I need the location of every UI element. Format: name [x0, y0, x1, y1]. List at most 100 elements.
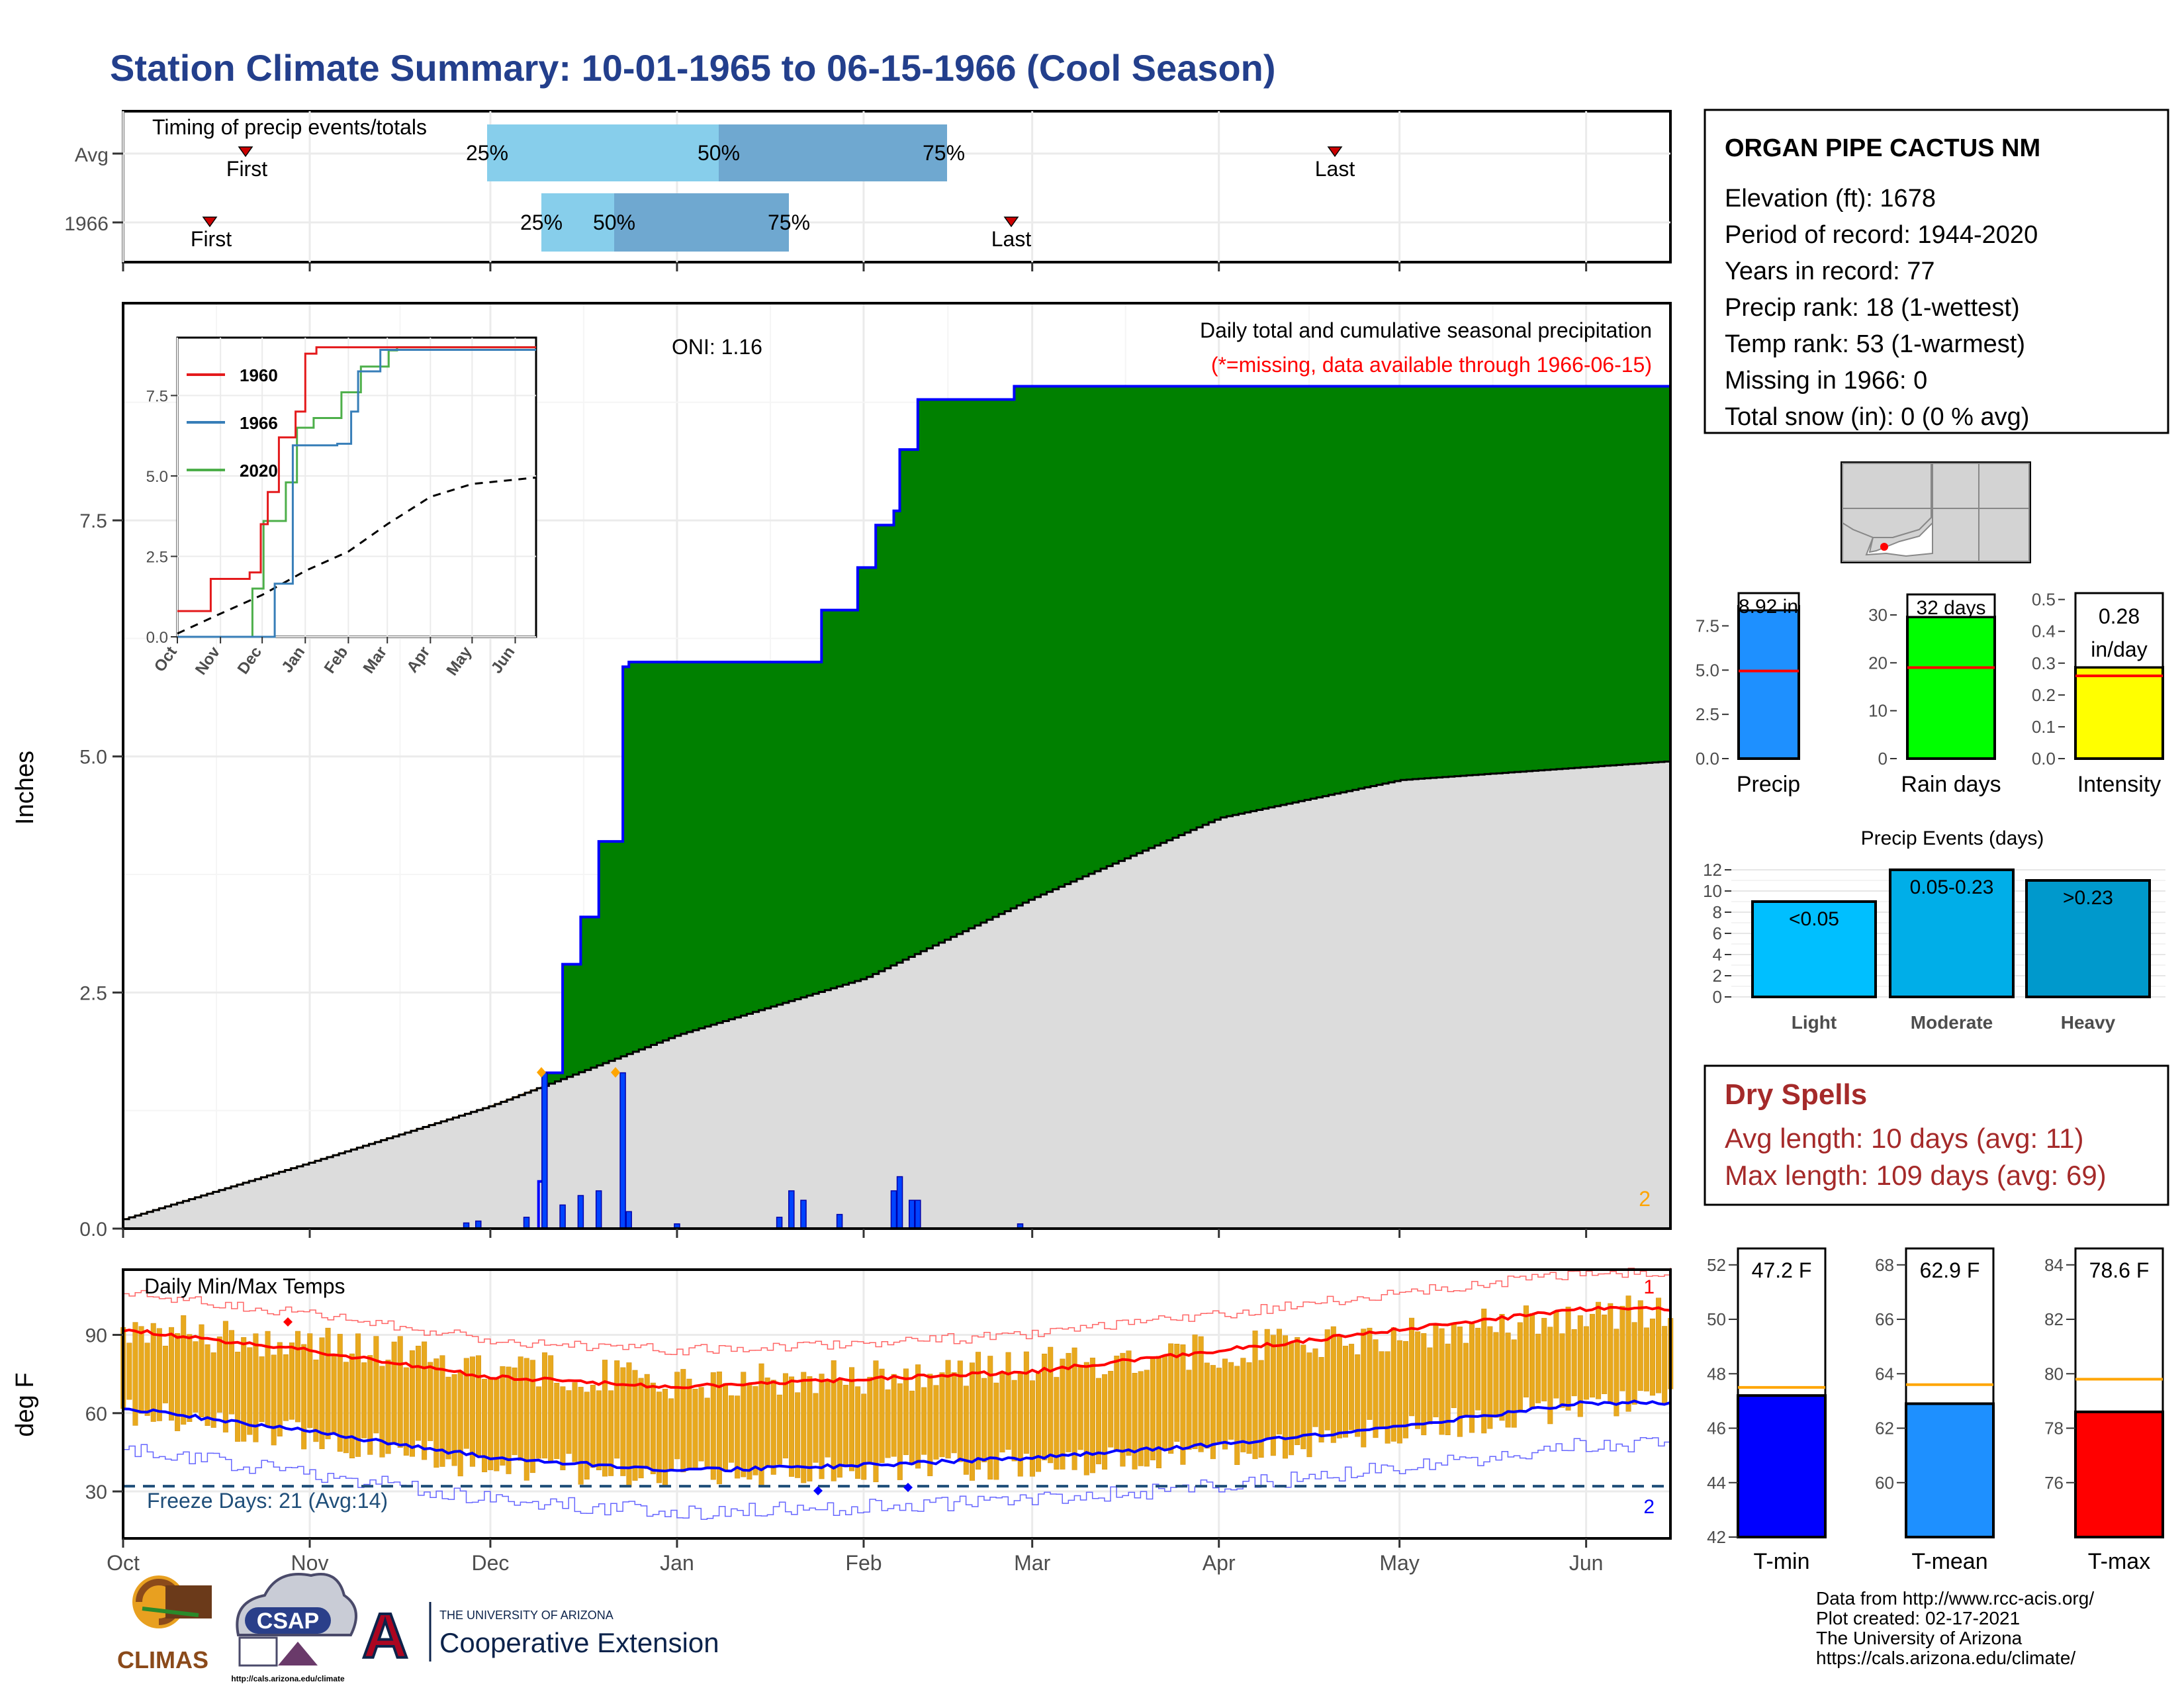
- temp-range-bar: [1427, 1347, 1433, 1425]
- footer-logos: CLIMAS CSAP http://cals.arizona.edu/clim…: [117, 1573, 2094, 1683]
- temp-range-bar: [1336, 1336, 1342, 1438]
- temp-count-top: 1: [1643, 1276, 1655, 1298]
- temp-range-bar: [638, 1378, 644, 1479]
- missing-note: (*=missing, data available through 1966-…: [1211, 353, 1652, 377]
- avg-p25-label: 25%: [466, 141, 508, 165]
- temp-ytick-label: 60: [85, 1403, 107, 1425]
- temp-range-bar: [469, 1356, 475, 1467]
- station-years: Years in record: 77: [1725, 258, 1935, 285]
- temp-range-bar: [602, 1360, 608, 1477]
- station-name: ORGAN PIPE CACTUS NM: [1725, 134, 2040, 162]
- daily-precip-bar: [523, 1217, 530, 1229]
- ua-small-text: THE UNIVERSITY OF ARIZONA: [439, 1609, 614, 1622]
- temp-range-bar: [608, 1390, 614, 1476]
- temp-range-bar: [909, 1390, 915, 1466]
- temp-range-bar: [1083, 1362, 1089, 1476]
- temp-range-bar: [680, 1369, 686, 1473]
- temp-range-bar: [939, 1372, 945, 1458]
- temp-range-bar: [807, 1376, 813, 1481]
- temp-range-bar: [1553, 1311, 1559, 1399]
- temp-range-bar: [181, 1315, 187, 1425]
- temp-panel-label: Daily Min/Max Temps: [144, 1274, 345, 1298]
- temp-range-bar: [1156, 1356, 1161, 1468]
- month-tick-label: Nov: [291, 1551, 329, 1575]
- event-category-label: Heavy: [2061, 1012, 2116, 1033]
- temp-range-bar: [819, 1374, 825, 1479]
- event-bar-label: <0.05: [1789, 908, 1839, 930]
- temp-range-bar: [1390, 1327, 1396, 1442]
- temp-range-bar: [187, 1334, 193, 1422]
- temp-range-bar: [1198, 1336, 1204, 1452]
- y1966-50-75-bar: [614, 193, 789, 252]
- temp-bar-ytick-label: 64: [1875, 1364, 1894, 1383]
- temp-range-bar: [253, 1333, 259, 1442]
- temp-range-bar: [1475, 1327, 1481, 1411]
- temp-range-bar: [205, 1344, 210, 1426]
- temp-range-bar: [193, 1341, 199, 1413]
- temp-count-bottom: 2: [1643, 1496, 1655, 1518]
- temp-range-bar: [523, 1358, 529, 1481]
- temp-range-bar: [1619, 1305, 1625, 1391]
- event-bar-label: 0.05-0.23: [1910, 876, 1994, 898]
- temp-range-bar: [999, 1373, 1005, 1453]
- precip-ytick-label: 2.5: [79, 982, 107, 1004]
- y1966-last-label: Last: [991, 227, 1032, 251]
- precip-events-chart: Precip Events (days) <0.05 0.05-0.23 >0.23…: [1703, 827, 2165, 1033]
- locator-map: [1841, 461, 2031, 563]
- temp-range-bar: [313, 1359, 319, 1442]
- temp-range-bar: [1162, 1355, 1168, 1449]
- event-category-label: Moderate: [1911, 1012, 1993, 1033]
- temp-range-bar: [1066, 1352, 1071, 1452]
- timing-row-1966-label: 1966: [64, 213, 109, 235]
- temp-bar-value: 47.2 F: [1752, 1258, 1812, 1282]
- temp-range-bar: [1505, 1333, 1511, 1428]
- temp-bar-ytick-label: 66: [1875, 1309, 1894, 1329]
- avg-last-label: Last: [1315, 157, 1355, 181]
- temp-range-bar: [1517, 1322, 1523, 1411]
- temp-range-bar: [770, 1380, 776, 1475]
- y1966-p50-label: 50%: [593, 211, 635, 234]
- temp-range-bar: [150, 1323, 156, 1422]
- temp-bar-t-min: [1737, 1394, 1827, 1538]
- summary-ytick-label: 0.0: [2032, 749, 2056, 769]
- temp-bar-ytick-label: 76: [2044, 1473, 2064, 1493]
- timing-row-avg-label: Avg: [75, 144, 109, 166]
- temp-range-bar: [1150, 1356, 1156, 1460]
- temp-range-bar: [1240, 1358, 1246, 1452]
- inset-chart: Oct Nov Dec Jan Feb Mar Apr May Jun0.02.55.07.5 …: [146, 336, 537, 679]
- inset-ytick-label: 2.5: [146, 548, 168, 566]
- avg-25-50-bar: [487, 124, 719, 181]
- summary-ytick-label: 10: [1868, 701, 1888, 721]
- temp-range-bar: [1349, 1344, 1355, 1430]
- avg-min-line: [122, 1399, 1671, 1473]
- temp-range-bar: [1583, 1326, 1589, 1400]
- intensity-bar: [2074, 666, 2164, 760]
- temp-range-bar: [1192, 1335, 1198, 1450]
- temp-bar-value: 78.6 F: [2089, 1258, 2150, 1282]
- temp-range-bar: [343, 1362, 349, 1454]
- map-state-california: [1842, 463, 1932, 538]
- temp-bar-ytick-label: 82: [2044, 1309, 2064, 1329]
- climas-logo-text: CLIMAS: [117, 1646, 208, 1673]
- temp-bar-ytick-label: 48: [1707, 1364, 1726, 1383]
- temp-bar-ytick-label: 68: [1875, 1255, 1894, 1275]
- temp-range-bar: [957, 1360, 963, 1462]
- temp-bar-ytick-label: 60: [1875, 1473, 1894, 1493]
- daily-precip-bar: [541, 1072, 548, 1229]
- temp-range-bar: [548, 1355, 554, 1462]
- event-category-label: Light: [1792, 1012, 1837, 1033]
- temp-range-bar: [1589, 1313, 1595, 1398]
- temp-range-bar: [1174, 1344, 1180, 1442]
- intensity-label: Intensity: [2077, 772, 2161, 797]
- temp-range-bar: [512, 1367, 518, 1456]
- station-temp-rank: Temp rank: 53 (1-warmest): [1725, 330, 2025, 358]
- map-state-arizona-newmexico: [1842, 463, 2030, 562]
- temp-range-bar: [572, 1382, 578, 1462]
- event-bar-label: >0.23: [2063, 887, 2113, 909]
- daily-precip-bar: [577, 1195, 584, 1229]
- events-title: Precip Events (days): [1861, 827, 2044, 849]
- precip-total-bar: [1737, 605, 1800, 760]
- temp-range-bar: [518, 1356, 523, 1461]
- daily-precip-bar: [896, 1176, 903, 1229]
